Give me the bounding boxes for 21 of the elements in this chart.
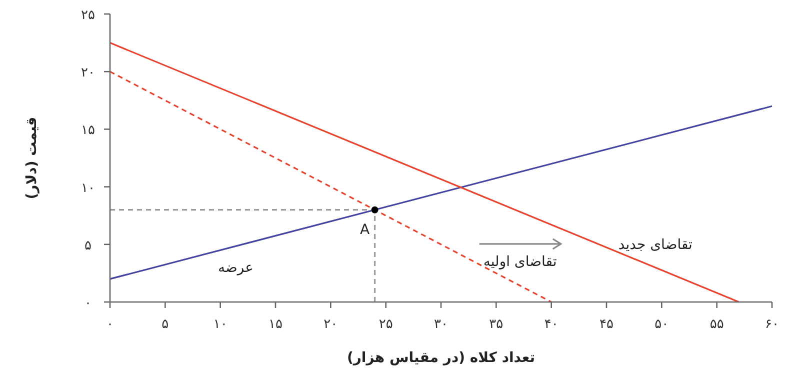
x-tick-label: ۱۰ xyxy=(213,317,228,332)
x-tick-label: ۵ xyxy=(162,317,169,332)
x-tick-label: ۴۰ xyxy=(544,317,558,332)
x-tick-label: ۶۰ xyxy=(765,317,779,332)
y-tick-label: ۰ xyxy=(84,296,92,311)
y-axis-title: قیمت (دلار) xyxy=(24,116,40,200)
x-axis-title: تعداد کلاه (در مقیاس هزار) xyxy=(346,350,536,366)
x-tick-label: ۰ xyxy=(106,317,114,332)
y-tick-label: ۲۵ xyxy=(81,8,95,23)
x-tick-label: ۵۰ xyxy=(654,317,669,332)
x-tick-label: ۲۵ xyxy=(378,317,393,332)
x-tick-label: ۳۰ xyxy=(434,317,448,332)
y-tick-label: ۵ xyxy=(84,238,92,254)
y-tick-label: ۲۰ xyxy=(81,66,95,81)
x-tick-label: ۴۵ xyxy=(600,317,614,332)
x-tick-label: ۵۵ xyxy=(710,317,724,332)
y-tick-label: ۱۵ xyxy=(81,123,95,138)
y-tick-label: ۱۰ xyxy=(81,180,95,196)
x-tick-label: ۲۰ xyxy=(324,317,338,332)
x-tick-label: ۳۵ xyxy=(489,317,504,332)
x-tick-label: ۱۵ xyxy=(268,317,282,332)
